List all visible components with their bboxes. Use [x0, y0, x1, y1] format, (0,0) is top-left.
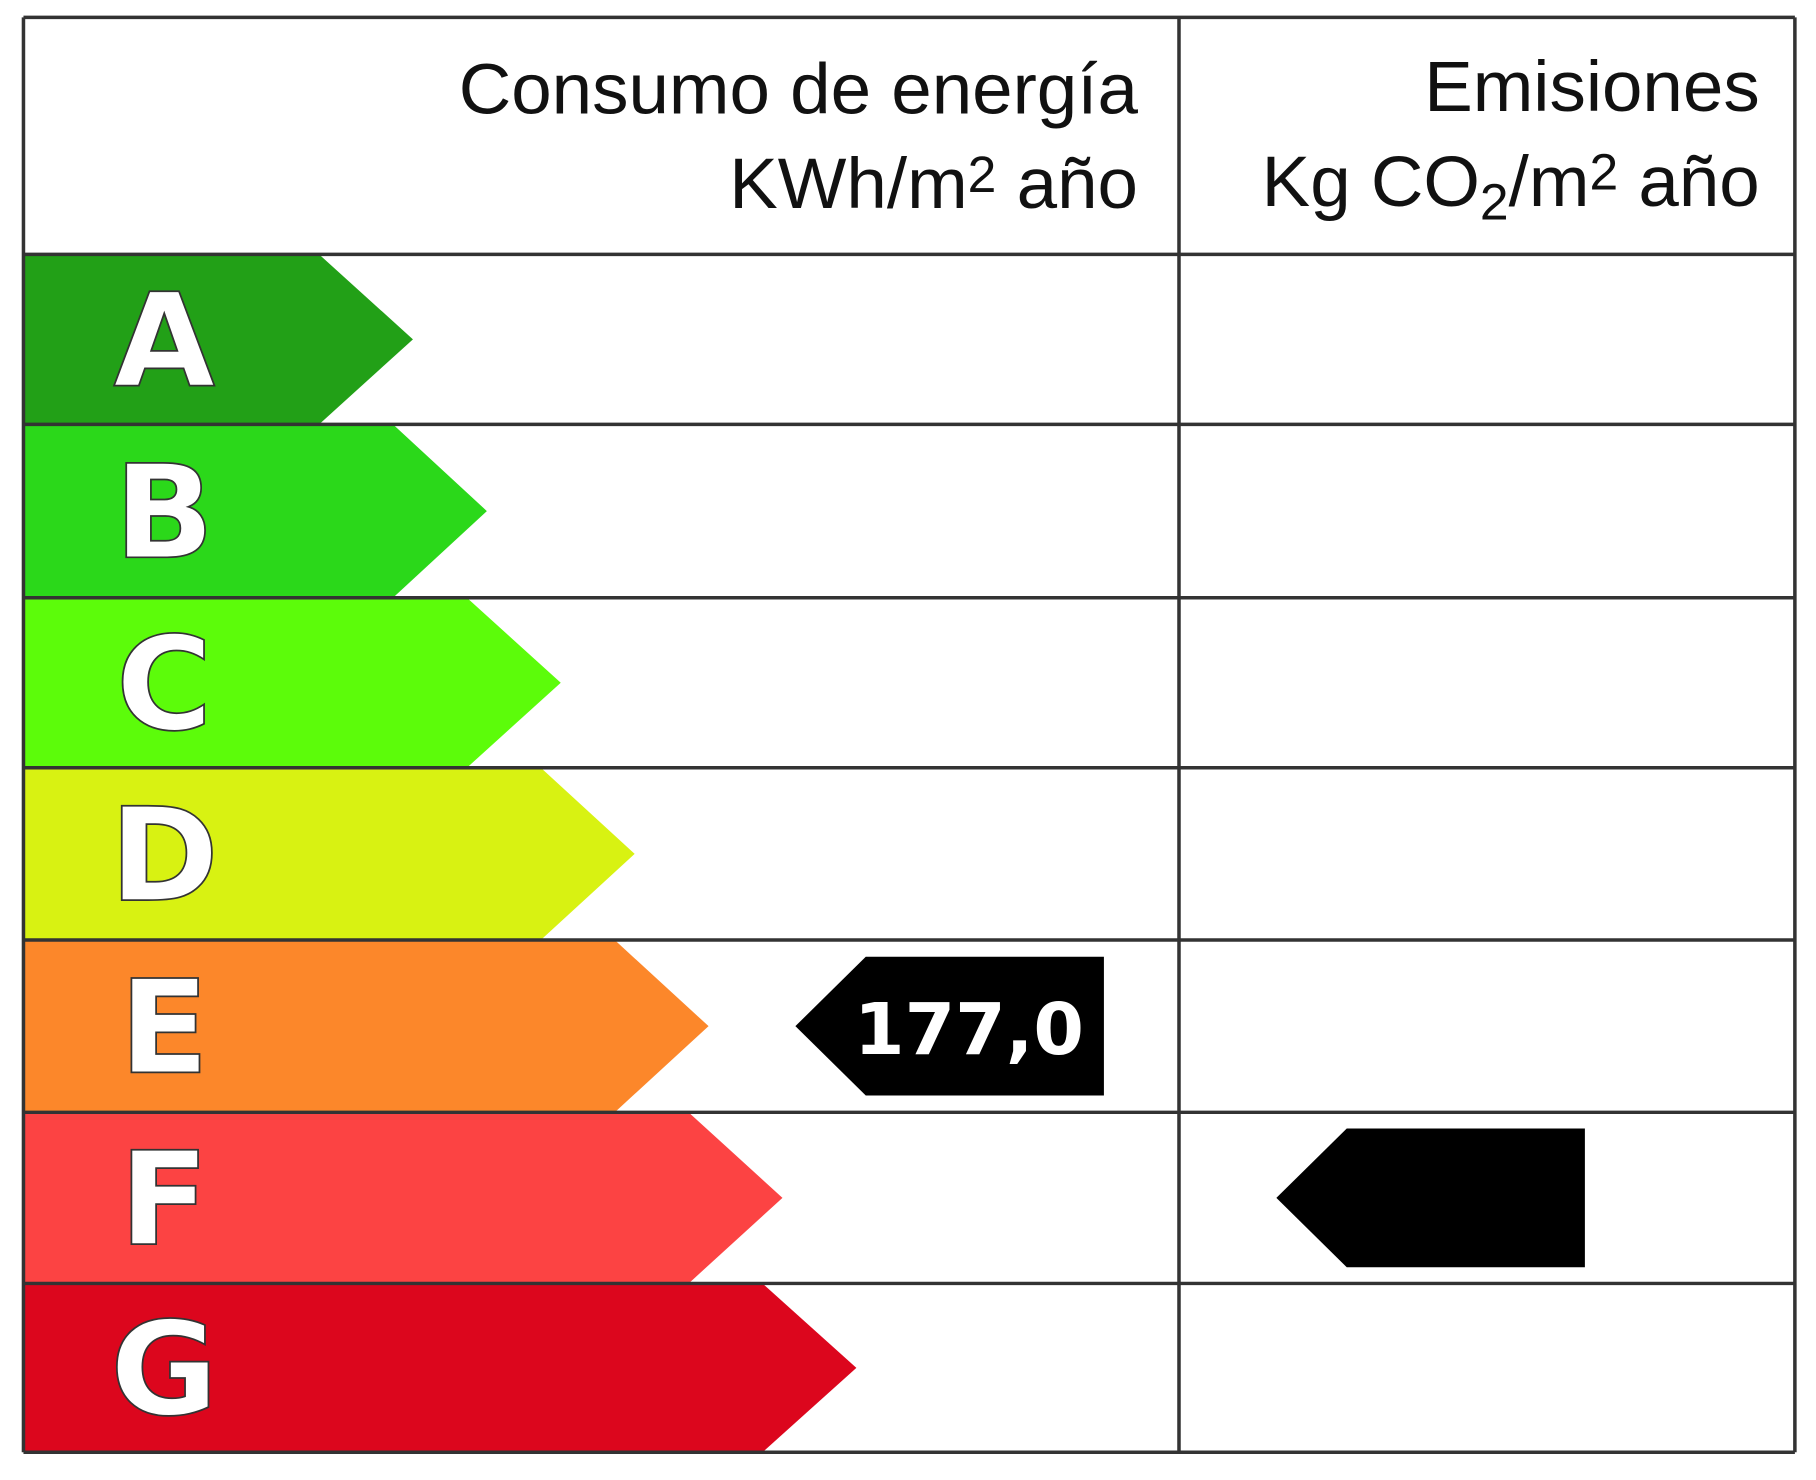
rating-arrow: [23, 597, 561, 768]
unit-text: año: [996, 145, 1138, 224]
superscript: 2: [968, 146, 997, 203]
rating-arrow: [23, 1112, 783, 1284]
superscript: 2: [1589, 144, 1618, 201]
emissions-unit: Kg CO2/m2 año: [1262, 142, 1760, 230]
unit-text: Kg CO: [1262, 142, 1480, 221]
unit-text: KWh/m: [729, 145, 967, 224]
rating-arrow: [23, 424, 487, 598]
rating-letter: C: [116, 609, 212, 760]
rating-arrow: [23, 940, 709, 1113]
energy-value: 177,0: [854, 988, 1084, 1071]
rating-letter: A: [113, 265, 215, 416]
unit-text: año: [1618, 142, 1760, 221]
rating-letter: F: [119, 1124, 209, 1275]
subscript: 2: [1480, 174, 1509, 231]
unit-text: /m: [1509, 142, 1590, 221]
energy-title: Consumo de energía: [459, 50, 1139, 129]
rating-arrow: [23, 767, 635, 941]
emissions-marker: [1276, 1128, 1585, 1268]
emissions-title: Emisiones: [1424, 47, 1759, 126]
rating-letter: G: [110, 1294, 218, 1445]
rating-letter: E: [119, 952, 209, 1103]
rating-letter: D: [110, 780, 219, 931]
rating-arrow: [23, 254, 413, 425]
rating-letter: B: [114, 437, 214, 588]
rating-arrow: [23, 1283, 857, 1453]
energy-marker: [795, 956, 1104, 1096]
energy-unit: KWh/m2 año: [729, 145, 1138, 224]
